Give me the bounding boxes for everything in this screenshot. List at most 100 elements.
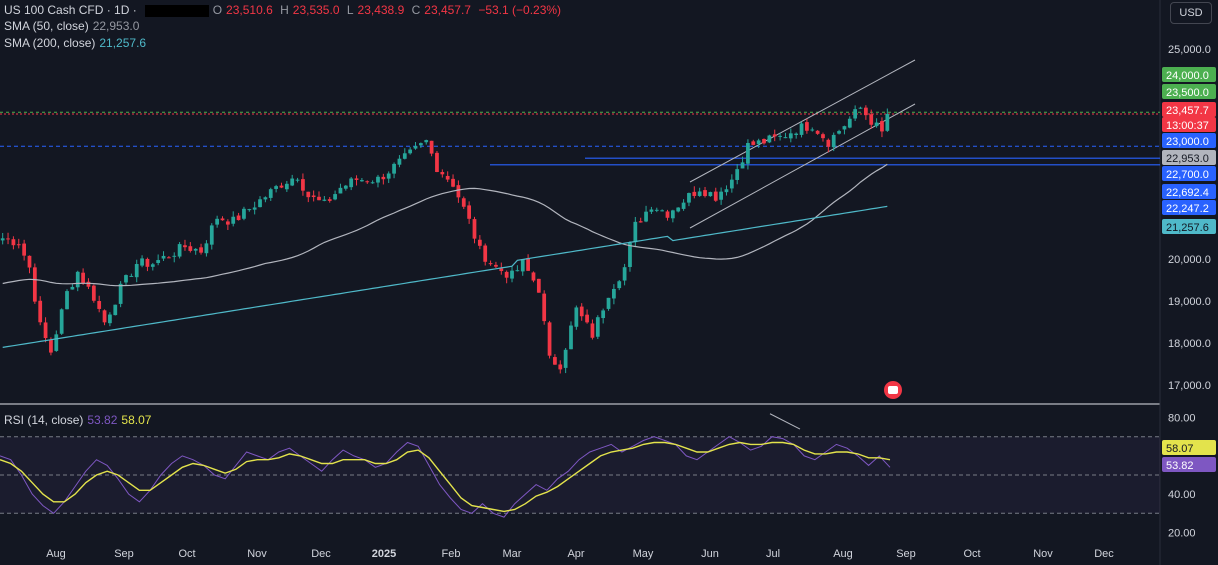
candle-body [724, 189, 729, 193]
candle-body [665, 211, 670, 218]
rsi-tick-label: 80.00 [1168, 413, 1196, 425]
candle-body [167, 257, 171, 259]
time-tick-label: Jul [766, 548, 780, 560]
candle-body [6, 238, 10, 240]
price-badge-text: 13:00:37 [1166, 120, 1209, 132]
rsi-badge-text: 53.82 [1166, 460, 1194, 472]
candle-body [542, 293, 547, 322]
price-tick-label: 20,000.0 [1168, 254, 1211, 266]
candle-body [783, 137, 788, 139]
candle-body [435, 152, 439, 172]
us-flag-event-icon[interactable] [882, 379, 904, 401]
candle-body [520, 259, 525, 272]
time-tick-label: Aug [46, 548, 66, 560]
candle-body [354, 178, 359, 180]
redacted-box [144, 4, 209, 17]
candle-body [633, 221, 638, 243]
rsi-legend[interactable]: RSI (14, close) 53.82 58.07 [4, 412, 155, 428]
rsi-ma-value: 58.07 [121, 413, 152, 427]
candle-body [885, 113, 890, 131]
candle-body [236, 215, 241, 221]
candle-body [204, 243, 209, 254]
open-value: 23,510.6 [226, 3, 273, 17]
candle-body [751, 141, 756, 145]
grid-lines [0, 0, 1161, 565]
candle-body [113, 304, 118, 316]
candle-body [349, 178, 354, 188]
candle-body [590, 323, 595, 338]
currency-button[interactable]: USD [1170, 2, 1212, 24]
candle-body [295, 179, 300, 181]
candle-body [531, 272, 536, 281]
close-label: C [411, 3, 421, 17]
candle-body [418, 143, 423, 146]
candle-body [451, 178, 455, 187]
candle-body [440, 172, 445, 175]
candle-body [220, 218, 225, 221]
candle-body [156, 260, 161, 263]
price-badges: 24,000.0 23,500.0 23,457.7 13:00:37 23,000.0… [1162, 67, 1216, 472]
low-value: 23,438.9 [357, 3, 405, 17]
candle-body [327, 199, 332, 201]
rsi-badge-bg [1162, 457, 1216, 472]
time-tick-label: Nov [1033, 548, 1053, 560]
price-badge-text: 21,257.6 [1166, 222, 1209, 234]
candle-body [526, 258, 530, 271]
candle-body [869, 114, 874, 125]
candle-body [708, 192, 713, 197]
candle-body [43, 322, 48, 339]
candle-body [574, 307, 579, 327]
candle-body [306, 191, 311, 198]
candle-body [215, 218, 220, 225]
time-tick-label: Feb [442, 548, 461, 560]
rsi-line [0, 436, 891, 518]
candle-body [622, 267, 627, 281]
horizontal-levels [0, 111, 1160, 166]
axes: 17,000.0 18,000.0 19,000.0 20,000.0 25,000.0… [46, 44, 1211, 560]
candle-body [815, 130, 820, 134]
candle-body [27, 255, 32, 268]
candle-body [821, 134, 825, 139]
price-badge-text: 23,457.7 [1166, 105, 1209, 117]
candle-body [231, 216, 236, 224]
sma200-label: SMA (200, close) [4, 36, 96, 50]
candle-body [429, 140, 434, 154]
candle-body [343, 185, 348, 189]
price-badge-bg [1162, 166, 1216, 181]
candle-body [263, 197, 268, 200]
candle-body [595, 317, 600, 337]
sma50-legend[interactable]: SMA (50, close) 22,953.0 [4, 18, 143, 34]
candle-body [124, 275, 128, 283]
candle-body [247, 209, 252, 211]
candle-body [118, 283, 123, 304]
candle-body [413, 146, 418, 149]
rsi-tick-label: 20.00 [1168, 527, 1196, 539]
sma200-legend[interactable]: SMA (200, close) 21,257.6 [4, 35, 150, 51]
candle-body [558, 364, 563, 370]
candle-body [740, 162, 745, 169]
candle-body [499, 268, 504, 272]
candle-body [360, 180, 364, 182]
candle-body [601, 310, 606, 319]
candle-body [279, 185, 284, 188]
time-tick-label: May [633, 548, 654, 560]
candle-body [477, 239, 482, 246]
candle-body [847, 118, 852, 128]
candle-body [853, 109, 858, 119]
time-tick-label: Aug [833, 548, 853, 560]
candle-body [713, 191, 718, 201]
candle-body [735, 169, 740, 180]
candle-body [585, 314, 589, 323]
channel-upper-line [689, 59, 916, 183]
candle-body [0, 238, 5, 241]
candle-body [676, 207, 681, 212]
candle-body [11, 239, 16, 246]
price-badge-text: 23,000.0 [1166, 136, 1209, 148]
price-badge-text: 22,953.0 [1166, 153, 1209, 165]
candle-body [209, 225, 214, 245]
candle-body [225, 221, 230, 225]
candle-body [756, 140, 761, 144]
candle-body [274, 186, 278, 189]
candle-body [134, 264, 139, 278]
